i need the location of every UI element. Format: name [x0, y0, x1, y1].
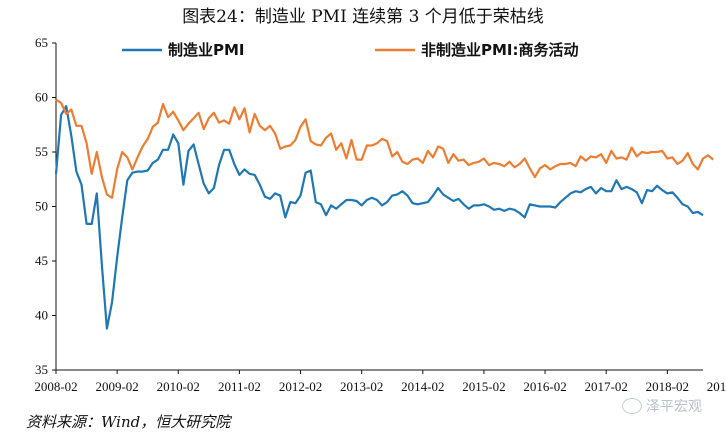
y-tick-label: 40 — [35, 308, 48, 323]
source-note: 资料来源：Wind，恒大研究院 — [26, 413, 231, 431]
x-tick-label: 2016-02 — [523, 379, 566, 394]
series-lines — [54, 98, 714, 330]
y-tick-label: 35 — [35, 362, 48, 377]
series-line-2 — [55, 98, 714, 199]
x-tick-label: 2014-02 — [401, 379, 444, 394]
y-tick-label: 45 — [35, 253, 48, 268]
y-tick-label: 55 — [35, 144, 48, 159]
y-tick-label: 60 — [35, 90, 48, 105]
x-tick-label: 2019-02 — [707, 379, 726, 394]
x-tick-label: 2008-02 — [34, 379, 77, 394]
x-tick-label: 2018-02 — [646, 379, 689, 394]
x-tick-label: 2015-02 — [462, 379, 505, 394]
x-tick-label: 2010-02 — [157, 379, 200, 394]
x-tick-label: 2011-02 — [218, 379, 261, 394]
x-tick-label: 2017-02 — [585, 379, 628, 394]
y-tick-labels: 35 40 45 50 55 60 65 — [35, 35, 48, 377]
x-tick-labels: 2008-02 2009-02 2010-02 2011-02 2012-02 2013-… — [34, 379, 726, 394]
y-tick-label: 65 — [35, 35, 48, 50]
x-tick-label: 2012-02 — [279, 379, 322, 394]
series-line-1 — [54, 105, 704, 330]
y-tick-label: 50 — [35, 199, 48, 214]
chart-title: 图表24：制造业 PMI 连续第 3 个月低于荣枯线 — [182, 7, 544, 27]
axes — [52, 42, 703, 374]
x-tick-label: 2013-02 — [340, 379, 383, 394]
legend-label-2: 非制造业PMI:商务活动 — [421, 41, 579, 59]
watermark-text: 泽平宏观 — [646, 399, 702, 415]
wechat-icon — [622, 398, 642, 414]
legend-label-1: 制造业PMI — [168, 41, 245, 59]
x-tick-label: 2009-02 — [95, 379, 138, 394]
watermark: 泽平宏观 — [622, 396, 702, 416]
legend: 制造业PMI 非制造业PMI:商务活动 — [122, 41, 579, 59]
